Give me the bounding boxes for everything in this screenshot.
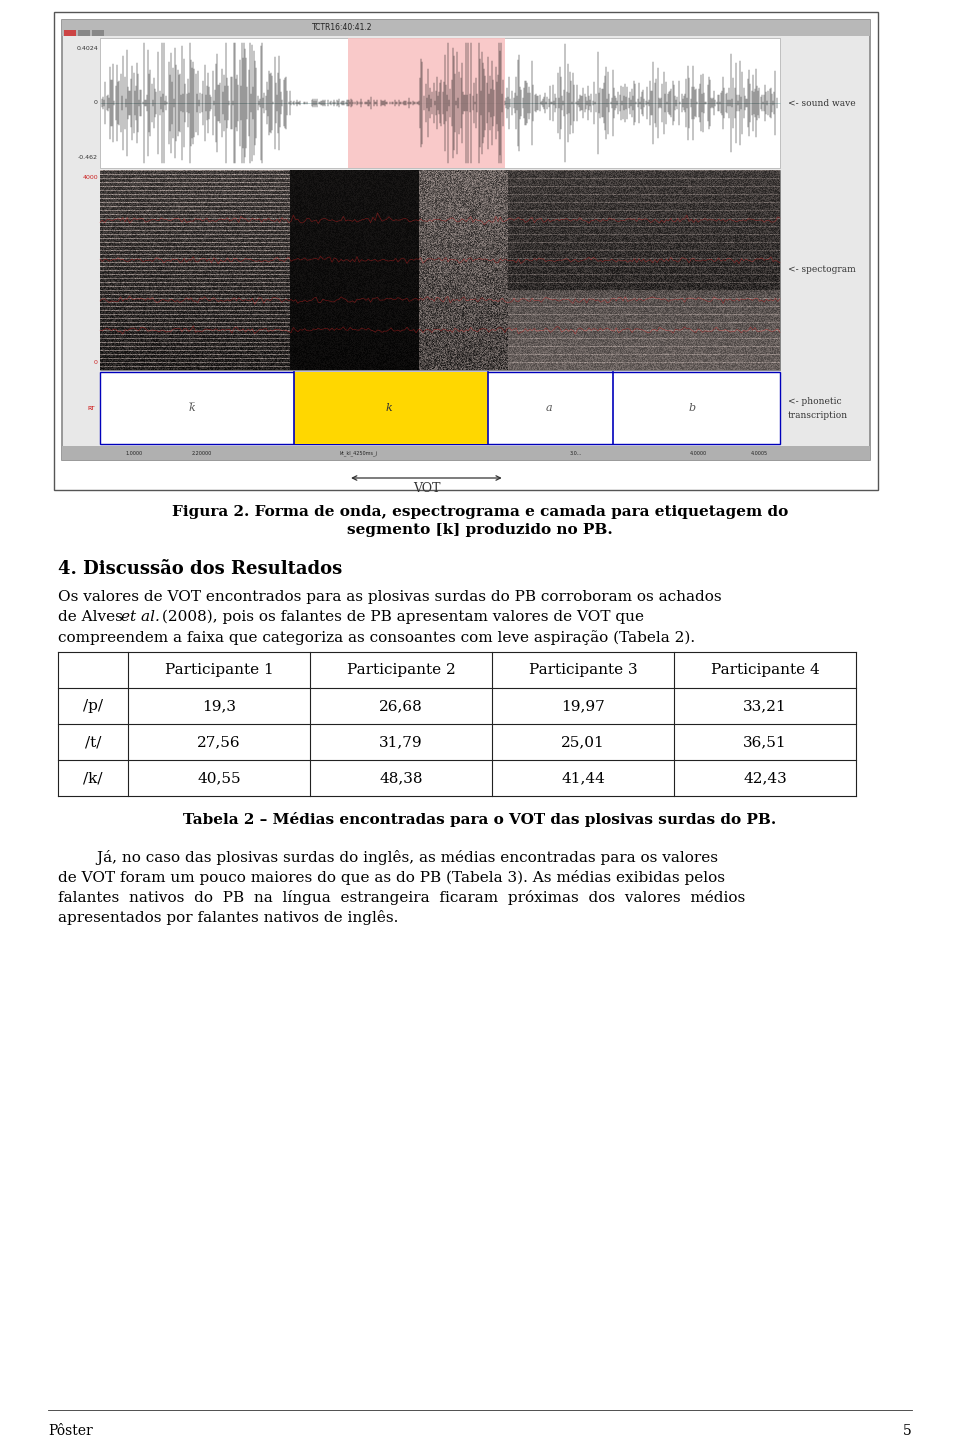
Bar — [294, 372, 488, 444]
Text: segmento [k] produzido no PB.: segmento [k] produzido no PB. — [348, 523, 612, 536]
Text: compreendem a faixa que categoriza as consoantes com leve aspiração (Tabela 2).: compreendem a faixa que categoriza as co… — [58, 630, 695, 645]
Text: 41,44: 41,44 — [561, 771, 605, 784]
Text: <- phonetic: <- phonetic — [788, 398, 842, 407]
Text: k̅: k̅ — [188, 402, 195, 412]
Text: 4000: 4000 — [83, 174, 98, 180]
Text: /t/: /t/ — [84, 735, 101, 748]
Bar — [54, 12, 878, 490]
Text: <- spectogram: <- spectogram — [788, 265, 855, 274]
Text: 19,3: 19,3 — [202, 699, 236, 712]
Text: 4. Discussão dos Resultados: 4. Discussão dos Resultados — [58, 559, 343, 578]
Text: transcription: transcription — [788, 411, 848, 421]
Bar — [64, 30, 76, 36]
Text: 26,68: 26,68 — [379, 699, 422, 712]
Text: /k/: /k/ — [84, 771, 103, 784]
Bar — [100, 37, 780, 169]
Text: kt_kl_4250ms_j: kt_kl_4250ms_j — [340, 450, 377, 456]
Text: de Alves: de Alves — [58, 610, 128, 624]
Text: 19,97: 19,97 — [562, 699, 605, 712]
Bar — [348, 37, 505, 169]
Text: Participante 3: Participante 3 — [529, 663, 637, 676]
Text: 3.0...: 3.0... — [570, 451, 582, 456]
Text: TCTR16:40:41.2: TCTR16:40:41.2 — [312, 23, 372, 33]
Text: 0: 0 — [94, 101, 98, 105]
Text: 4.0005: 4.0005 — [751, 451, 768, 456]
Bar — [92, 30, 104, 36]
Text: et al.: et al. — [121, 610, 160, 624]
Text: 27,56: 27,56 — [197, 735, 241, 748]
Text: falantes  nativos  do  PB  na  língua  estrangeira  ficaram  próximas  dos  valo: falantes nativos do PB na língua estrang… — [58, 890, 745, 906]
Bar — [100, 372, 780, 444]
Text: Os valores de VOT encontrados para as plosivas surdas do PB corroboram os achado: Os valores de VOT encontrados para as pl… — [58, 590, 722, 604]
Text: VOT: VOT — [413, 482, 440, 495]
Text: Figura 2. Forma de onda, espectrograma e camada para etiquetagem do: Figura 2. Forma de onda, espectrograma e… — [172, 505, 788, 519]
Bar — [78, 30, 90, 36]
Text: Participante 2: Participante 2 — [347, 663, 455, 676]
Text: 5: 5 — [903, 1425, 912, 1438]
Text: 0: 0 — [94, 360, 98, 365]
Text: 42,43: 42,43 — [743, 771, 787, 784]
Text: Participante 1: Participante 1 — [164, 663, 274, 676]
Text: 48,38: 48,38 — [379, 771, 422, 784]
Bar — [62, 20, 870, 36]
Text: b: b — [688, 402, 695, 412]
Text: 4.0000: 4.0000 — [690, 451, 707, 456]
Text: -0.462: -0.462 — [78, 154, 98, 160]
Text: 36,51: 36,51 — [743, 735, 787, 748]
Text: <- sound wave: <- sound wave — [788, 98, 855, 108]
Text: 2.20000: 2.20000 — [192, 451, 212, 456]
Bar — [100, 170, 780, 371]
Bar — [62, 446, 870, 460]
Text: a: a — [545, 402, 552, 412]
Text: 33,21: 33,21 — [743, 699, 787, 712]
Text: apresentados por falantes nativos de inglês.: apresentados por falantes nativos de ing… — [58, 910, 398, 924]
Text: 40,55: 40,55 — [197, 771, 241, 784]
Text: 1.0000: 1.0000 — [126, 451, 143, 456]
Text: (2008), pois os falantes de PB apresentam valores de VOT que: (2008), pois os falantes de PB apresenta… — [157, 610, 644, 624]
Text: Participante 4: Participante 4 — [710, 663, 820, 676]
Text: 31,79: 31,79 — [379, 735, 422, 748]
Text: Já, no caso das plosivas surdas do inglês, as médias encontradas para os valores: Já, no caso das plosivas surdas do inglê… — [58, 849, 718, 865]
Text: k: k — [386, 402, 393, 412]
Text: Tabela 2 – Médias encontradas para o VOT das plosivas surdas do PB.: Tabela 2 – Médias encontradas para o VOT… — [183, 812, 777, 828]
Text: RT: RT — [87, 405, 95, 411]
Text: Pôster: Pôster — [48, 1425, 93, 1438]
Bar — [62, 20, 870, 460]
Text: 0.4024: 0.4024 — [76, 46, 98, 50]
Text: 25,01: 25,01 — [562, 735, 605, 748]
Text: de VOT foram um pouco maiores do que as do PB (Tabela 3). As médias exibidas pel: de VOT foram um pouco maiores do que as … — [58, 870, 725, 885]
Text: /p/: /p/ — [83, 699, 103, 712]
